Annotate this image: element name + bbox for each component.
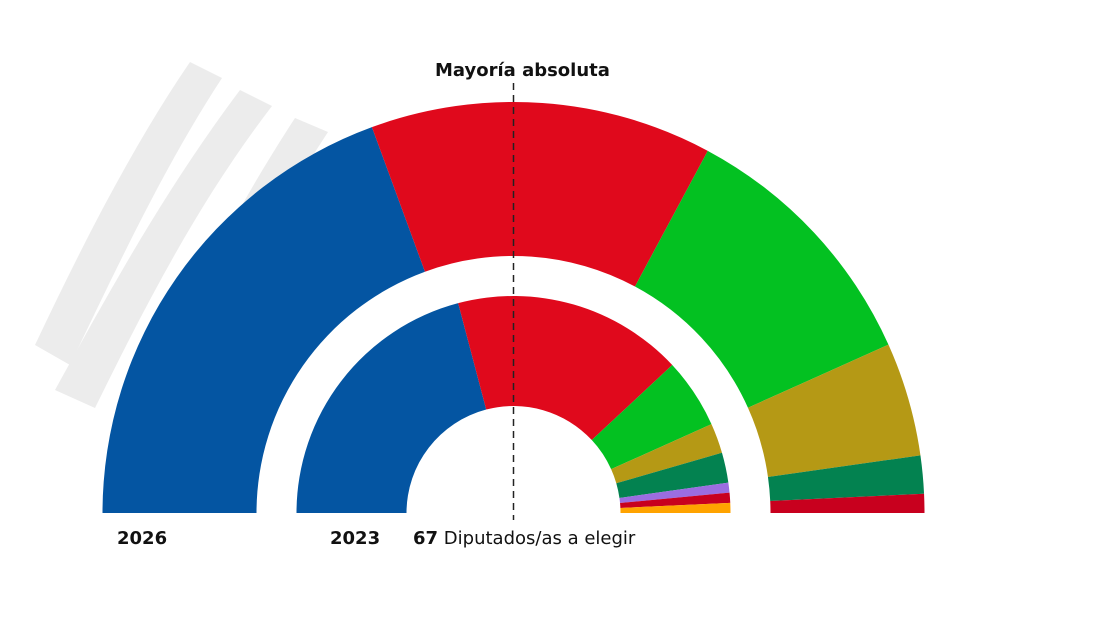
seats-count: 67	[413, 528, 439, 549]
year-2023-label: 2023	[330, 528, 381, 549]
seat-segment-2023-6	[620, 492, 731, 508]
seat-segment-2023-3	[611, 424, 722, 484]
seat-segment-2026-2	[634, 150, 889, 408]
year-2026-label: 2026	[117, 528, 168, 549]
seat-segment-2023-1	[458, 295, 673, 441]
seat-segment-2023-4	[616, 452, 729, 498]
seat-segment-2026-3	[747, 344, 921, 477]
majority-label: Mayoría absoluta	[435, 60, 610, 81]
seats-label: 67 Diputados/as a elegir	[413, 528, 635, 549]
seat-segment-2026-1	[371, 101, 708, 287]
seat-segment-2023-5	[619, 482, 730, 503]
seat-segment-2023-7	[620, 502, 731, 513]
seat-segment-2026-5	[770, 493, 925, 513]
seat-segment-2023-2	[591, 365, 712, 470]
seat-segment-2023-0	[296, 303, 487, 513]
seats-text: Diputados/as a elegir	[443, 528, 636, 549]
seat-segment-2026-4	[767, 455, 925, 501]
seat-segment-2026-0	[102, 127, 425, 514]
